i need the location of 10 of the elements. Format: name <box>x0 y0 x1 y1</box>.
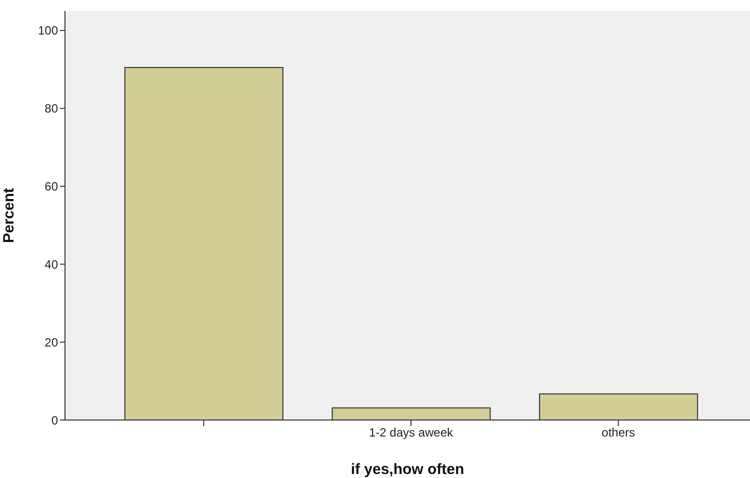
x-tick-label: others <box>602 426 636 440</box>
x-axis-title: if yes,how often <box>350 461 464 478</box>
y-tick-label: 0 <box>51 413 58 428</box>
y-tick-label: 40 <box>44 257 58 272</box>
y-tick-label: 60 <box>44 180 58 194</box>
y-axis-title: Percent <box>0 188 18 244</box>
y-tick-label: 100 <box>38 24 58 38</box>
x-tick-label: 1-2 days aweek <box>368 426 454 440</box>
y-tick-label: 80 <box>44 102 58 116</box>
y-tick-label: 20 <box>44 335 58 350</box>
